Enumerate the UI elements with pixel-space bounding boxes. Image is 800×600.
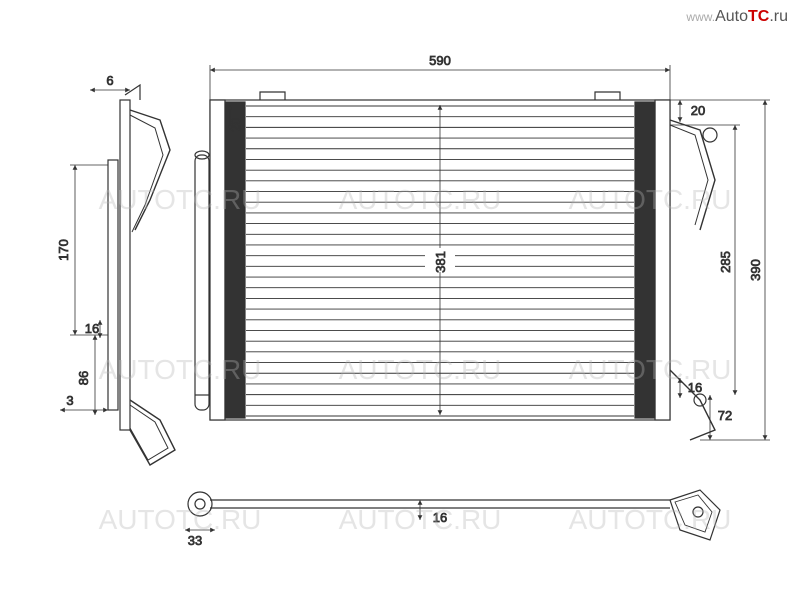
- dim-3: 3: [66, 393, 73, 408]
- dim-16a: 16: [85, 321, 99, 336]
- dim-16r: 16: [688, 380, 702, 395]
- dim-20r: 20: [691, 103, 705, 118]
- dim-72: 72: [718, 408, 732, 423]
- site-logo: www.AutoTC.ru: [686, 8, 788, 26]
- side-view: [108, 85, 175, 465]
- front-view: [195, 92, 717, 440]
- front-dims: 590 20 20 381 285 390 16 72: [210, 53, 770, 440]
- top-dims: 16 33: [185, 500, 447, 548]
- side-dims: 6 3 170 86 16: [56, 73, 130, 415]
- dim-33: 33: [188, 533, 202, 548]
- dim-590: 590: [429, 53, 451, 68]
- dim-86: 86: [76, 371, 91, 385]
- technical-drawing: 6 3 170 86 16: [0, 0, 800, 600]
- top-view: [188, 490, 720, 540]
- dim-170: 170: [56, 239, 71, 261]
- dim-16p: 16: [433, 510, 447, 525]
- dim-381: 381: [433, 251, 448, 273]
- dim-390: 390: [748, 259, 763, 281]
- dim-285: 285: [718, 251, 733, 273]
- drawing-canvas: { "logo_text": "www.AutoTC.ru", "waterma…: [0, 0, 800, 600]
- dim-20l: 20: [228, 118, 243, 132]
- dim-6: 6: [106, 73, 113, 88]
